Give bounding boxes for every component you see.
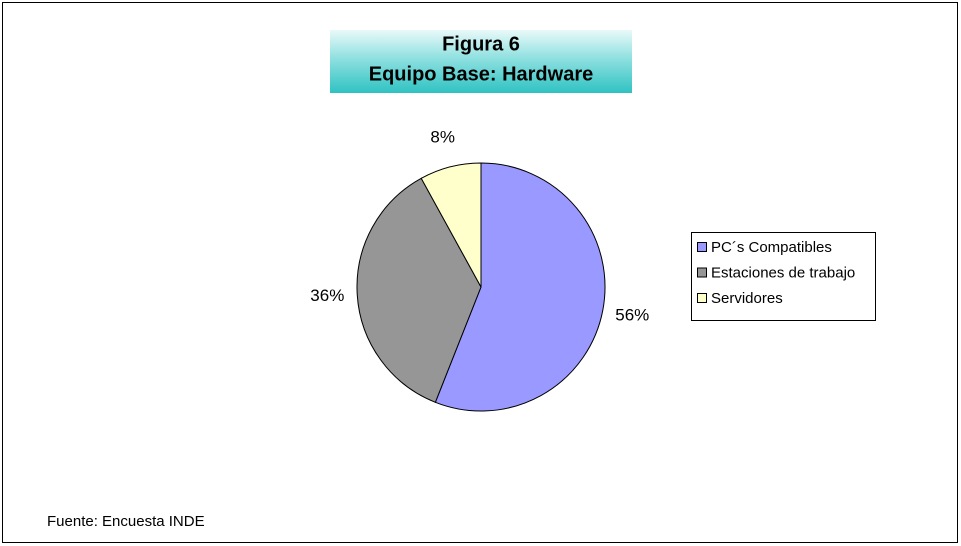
- legend-label: Estaciones de trabajo: [711, 264, 855, 281]
- legend-swatch: [697, 242, 707, 252]
- slice-label: 36%: [310, 286, 344, 305]
- legend-box: [691, 232, 876, 321]
- pie-slice: [356, 177, 482, 403]
- legend-label: PC´s Compatibles: [711, 239, 832, 256]
- pie-slice: [420, 162, 482, 288]
- slice-label: 56%: [615, 305, 649, 324]
- legend-swatch: [697, 267, 707, 278]
- title-box: [330, 30, 632, 93]
- slice-label: 8%: [430, 127, 455, 146]
- legend-label: Servidores: [711, 290, 783, 307]
- chart-subtitle: Equipo Base: Hardware: [369, 63, 594, 85]
- legend-swatch: [697, 293, 707, 303]
- pie-slice: [434, 162, 606, 412]
- chart-title: Figura 6: [442, 33, 520, 55]
- source-note: Fuente: Encuesta INDE: [47, 513, 205, 530]
